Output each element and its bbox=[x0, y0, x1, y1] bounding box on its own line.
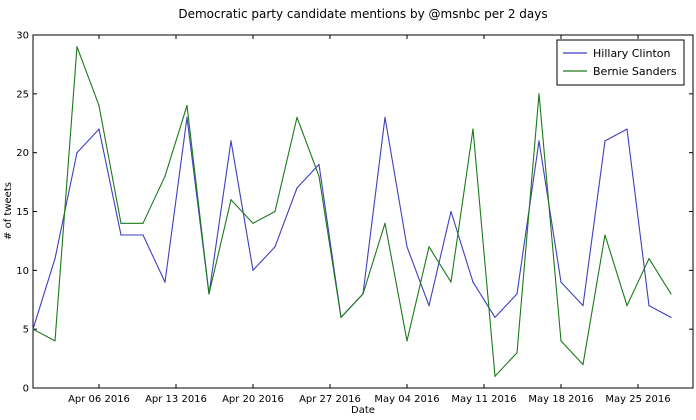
series-2-point bbox=[76, 46, 78, 48]
series-2-point bbox=[164, 175, 166, 177]
x-tick-label: Apr 06 2016 bbox=[68, 394, 130, 405]
series-1-point bbox=[604, 140, 606, 142]
series-1-point bbox=[538, 140, 540, 142]
series-2-point bbox=[538, 93, 540, 95]
y-tick-label: 20 bbox=[16, 148, 29, 159]
series-1-point bbox=[516, 293, 518, 295]
series-1-point bbox=[450, 210, 452, 213]
series-1-point bbox=[54, 257, 56, 260]
series-2-point bbox=[296, 116, 298, 118]
series-2-point bbox=[252, 222, 254, 224]
series-1-point bbox=[318, 163, 320, 166]
series-1-point bbox=[582, 305, 584, 307]
series-2-point bbox=[318, 175, 320, 177]
series-2-point bbox=[670, 293, 672, 295]
y-tick-label: 10 bbox=[16, 266, 29, 277]
series-2-point bbox=[98, 105, 100, 107]
series-1-point bbox=[98, 128, 100, 130]
series-1-point bbox=[428, 305, 430, 307]
series-2-point bbox=[186, 105, 188, 107]
series-2-point bbox=[340, 316, 342, 318]
y-tick-label: 30 bbox=[16, 31, 29, 42]
series-1-point bbox=[230, 140, 232, 142]
series-2-point bbox=[120, 222, 122, 224]
series-1-point bbox=[186, 116, 188, 118]
x-tick-label: Apr 13 2016 bbox=[145, 394, 207, 405]
series-2-point bbox=[560, 340, 562, 342]
series-1-point bbox=[274, 246, 276, 248]
series-2-point bbox=[54, 340, 56, 342]
plot-frame bbox=[32, 34, 694, 389]
series-2-point bbox=[648, 257, 650, 260]
legend-label-1: Hillary Clinton bbox=[593, 47, 671, 60]
series-1-point bbox=[296, 187, 298, 189]
series-1-point bbox=[142, 234, 144, 236]
series-1-point bbox=[560, 281, 562, 283]
series-1-point bbox=[626, 128, 628, 130]
series-1-point bbox=[472, 281, 474, 283]
series-2-point bbox=[230, 199, 232, 201]
series-line-2 bbox=[32, 46, 672, 377]
y-axis-label: # of tweets bbox=[3, 182, 14, 240]
series-1-point bbox=[384, 116, 386, 118]
series-2-point bbox=[604, 234, 606, 236]
y-tick-label: 5 bbox=[23, 325, 29, 336]
plot-area: 0 5 10 15 20 25 30 Apr 06 2016 Apr 13 2016 Apr 20… bbox=[16, 31, 694, 405]
y-tick-label: 15 bbox=[16, 207, 29, 218]
series-2-point bbox=[494, 375, 496, 377]
x-tick-label: May 25 2016 bbox=[605, 394, 670, 405]
series-2-point bbox=[32, 328, 34, 330]
series-2-point bbox=[428, 246, 430, 248]
series-1-point bbox=[76, 152, 78, 154]
x-tick-label: May 04 2016 bbox=[374, 394, 439, 405]
x-axis-label: Date bbox=[351, 405, 375, 416]
series-2-point bbox=[362, 293, 364, 295]
series-1-point bbox=[670, 316, 672, 318]
series-1-point bbox=[406, 246, 408, 248]
series-1-point bbox=[648, 305, 650, 307]
x-tick-label: May 18 2016 bbox=[528, 394, 593, 405]
series-2-point bbox=[406, 340, 408, 342]
series-1-point bbox=[494, 316, 496, 318]
chart-title: Democratic party candidate mentions by @… bbox=[178, 7, 547, 21]
legend-box bbox=[556, 39, 685, 86]
series-2-point bbox=[472, 128, 474, 130]
y-tick-label: 0 bbox=[23, 384, 29, 395]
y-tick-label: 25 bbox=[16, 89, 29, 100]
series-2-point bbox=[516, 352, 518, 354]
series-2-point bbox=[142, 222, 144, 224]
series-2-point bbox=[626, 305, 628, 307]
x-tick-label: Apr 27 2016 bbox=[299, 394, 361, 405]
series-2-point bbox=[450, 281, 452, 283]
series-2-point bbox=[582, 363, 584, 366]
series-2-point bbox=[208, 293, 210, 295]
series-1-point bbox=[164, 281, 166, 283]
legend-label-2: Bernie Sanders bbox=[593, 65, 677, 78]
x-tick-label: May 11 2016 bbox=[451, 394, 516, 405]
series-1-point bbox=[120, 234, 122, 236]
series-2-point bbox=[384, 222, 386, 224]
x-tick-label: Apr 20 2016 bbox=[222, 394, 284, 405]
series-1-point bbox=[252, 269, 254, 271]
series-2-point bbox=[274, 210, 276, 213]
